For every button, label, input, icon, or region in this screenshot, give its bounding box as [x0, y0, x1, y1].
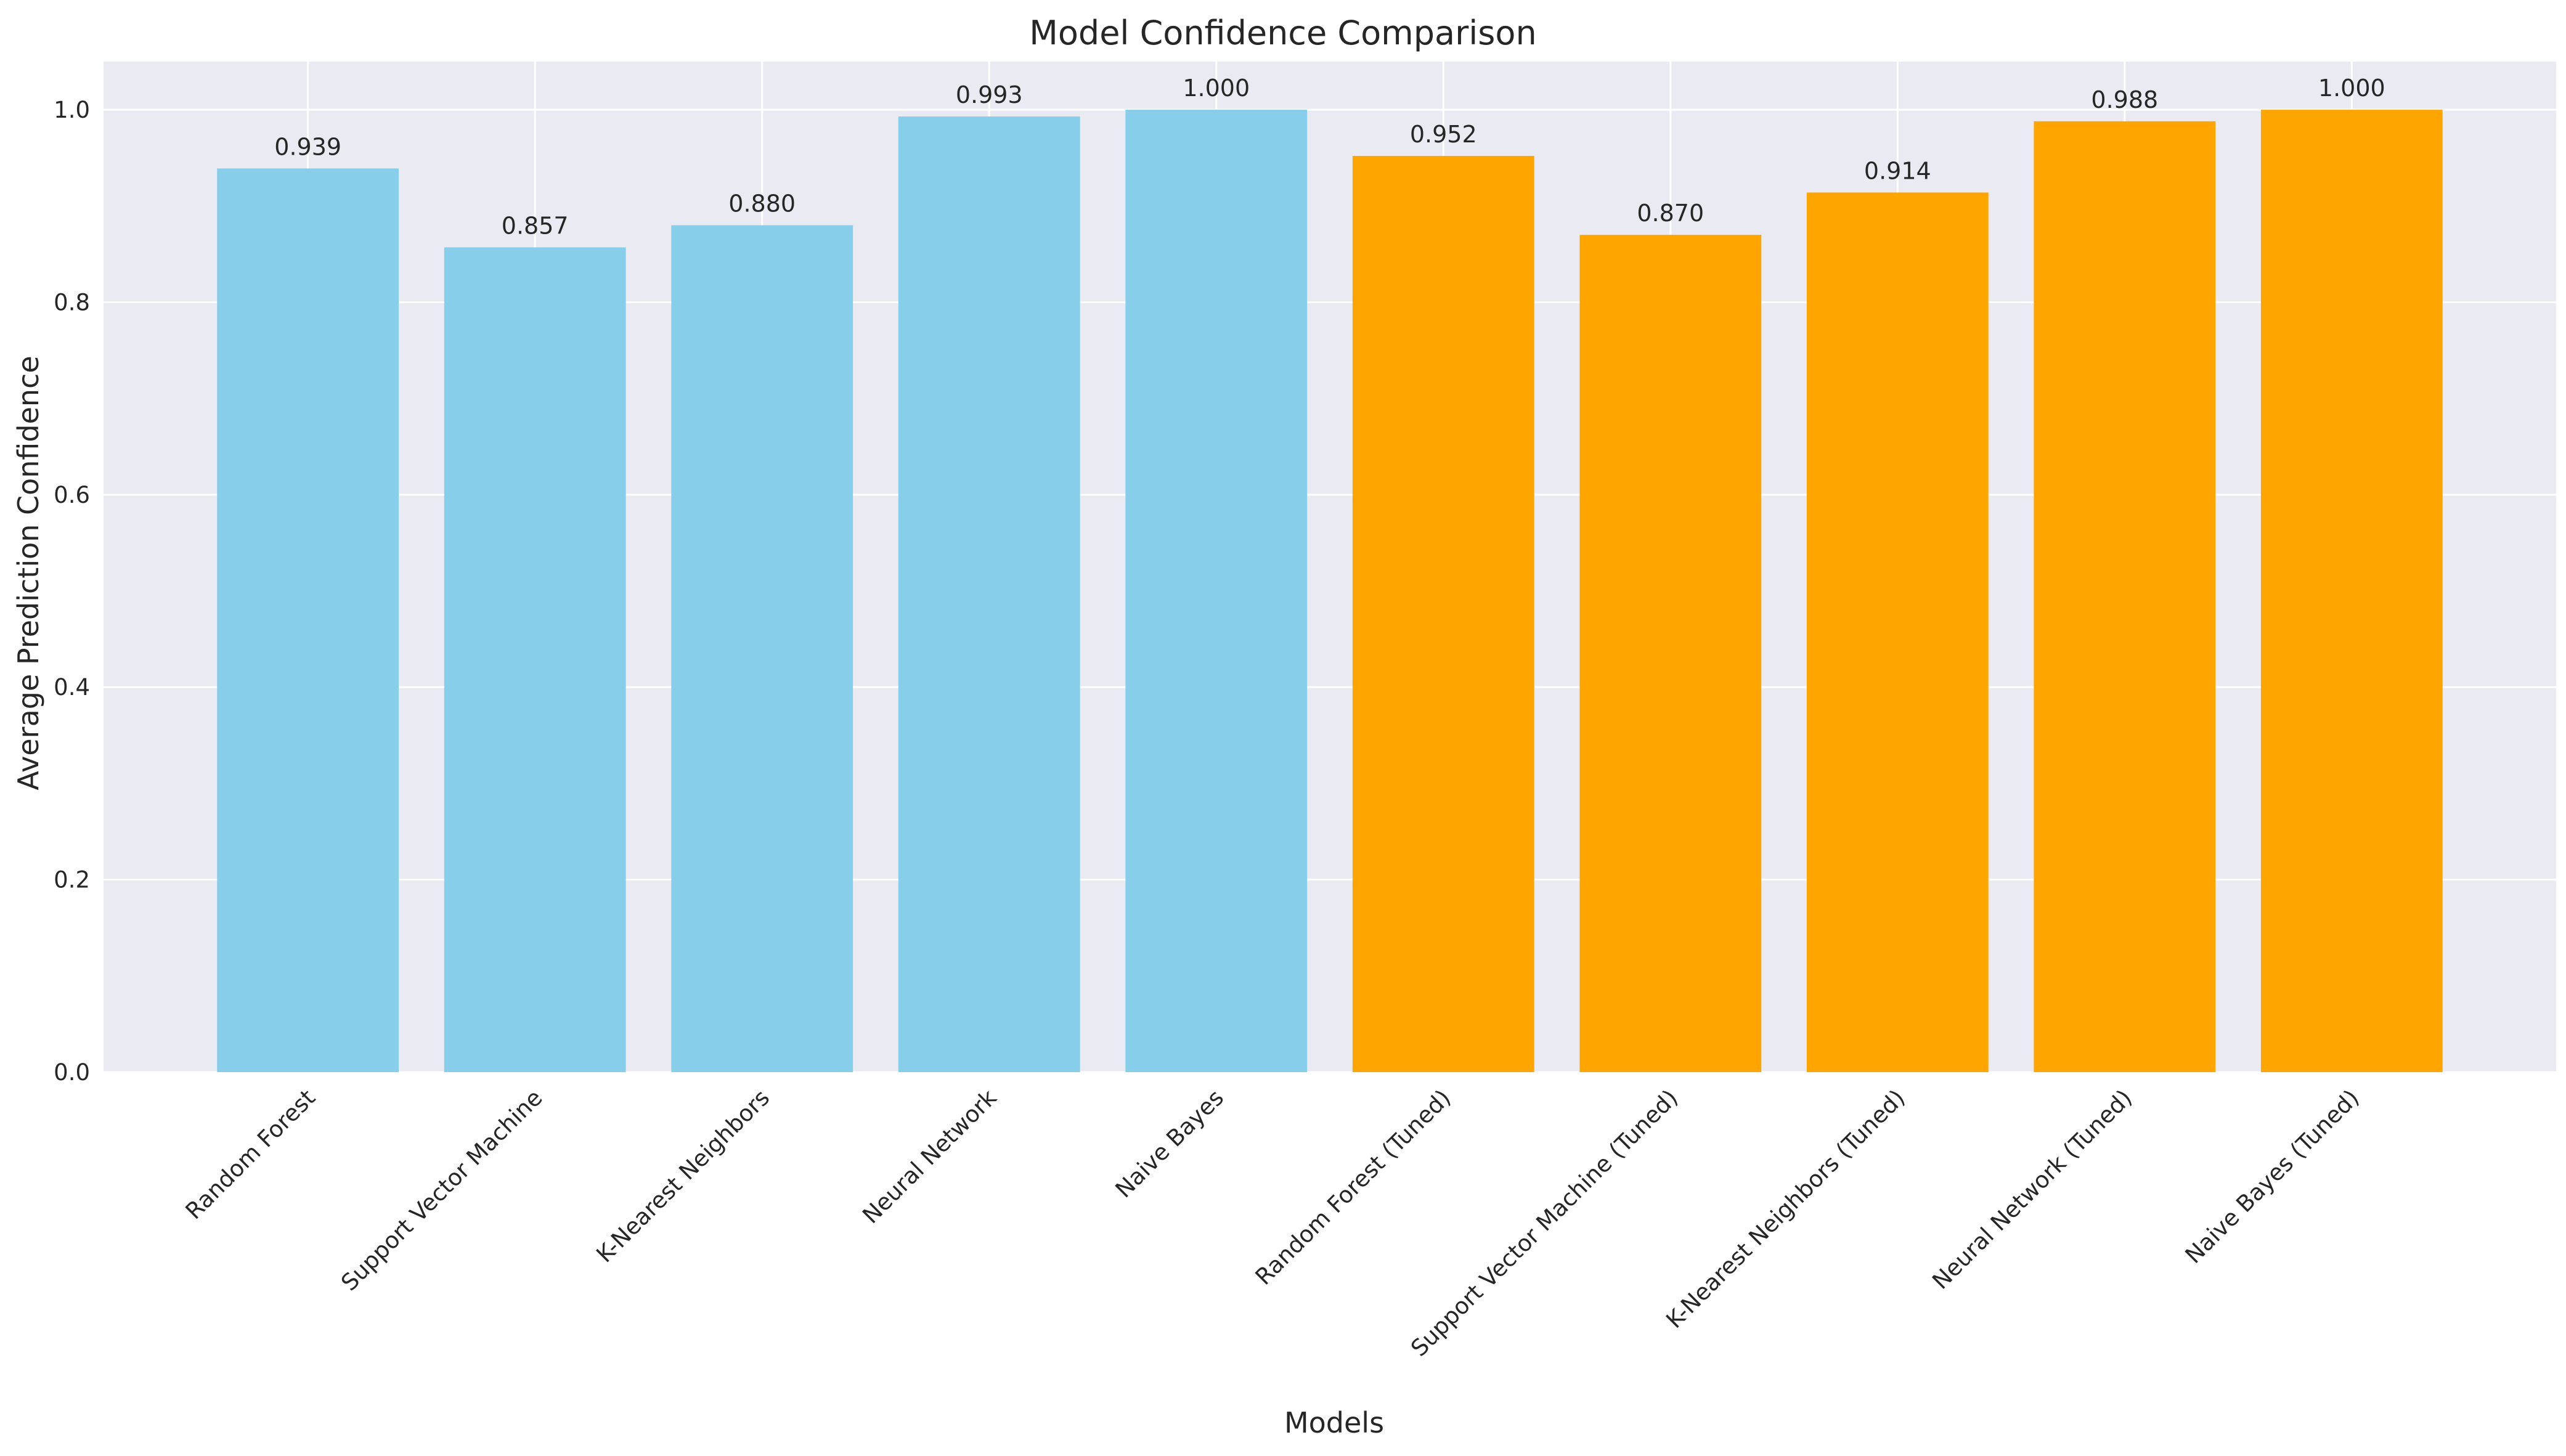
- x-axis-ticks: Random Forest Support Vector Machine K-Nea…: [181, 1084, 2364, 1362]
- bar: [444, 247, 626, 1072]
- value-labels: 0.939 0.857 0.880 0.993 1.000 0.952 0.870 0.914…: [274, 75, 2385, 239]
- bar-value-label: 0.857: [502, 212, 569, 239]
- bar: [2034, 121, 2216, 1072]
- x-tick-label: Support Vector Machine: [336, 1084, 547, 1296]
- bar-value-label: 0.870: [1637, 200, 1704, 227]
- x-tick-label: Random Forest (Tuned): [1250, 1084, 1456, 1290]
- y-tick-label: 0.2: [54, 867, 90, 893]
- bar: [898, 116, 1080, 1072]
- bar-value-label: 1.000: [1183, 75, 1250, 102]
- bar: [217, 168, 399, 1072]
- bar-value-label: 0.952: [1410, 121, 1477, 148]
- x-tick-label: K-Nearest Neighbors (Tuned): [1661, 1084, 1910, 1333]
- x-tick-label: K-Nearest Neighbors: [591, 1084, 775, 1268]
- y-tick-label: 1.0: [54, 97, 90, 123]
- bars: [217, 110, 2443, 1073]
- x-tick-label: Neural Network: [857, 1084, 1002, 1229]
- y-tick-label: 0.0: [54, 1059, 90, 1086]
- y-tick-label: 0.8: [54, 289, 90, 315]
- y-axis-label: Average Prediction Confidence: [12, 356, 45, 790]
- x-axis-label: Models: [1284, 1406, 1384, 1439]
- x-tick-label: Neural Network (Tuned): [1927, 1084, 2137, 1295]
- bar-value-label: 0.880: [728, 190, 796, 218]
- x-tick-label: Naive Bayes (Tuned): [2180, 1084, 2364, 1269]
- chart-title: Model Confidence Comparison: [1029, 14, 1536, 52]
- bar: [671, 225, 853, 1072]
- y-axis-ticks: 0.0 0.2 0.4 0.6 0.8 1.0: [54, 97, 90, 1086]
- y-tick-label: 0.6: [54, 482, 90, 508]
- bar: [1806, 192, 1989, 1072]
- x-tick-label: Support Vector Machine (Tuned): [1406, 1084, 1683, 1362]
- x-tick-label: Random Forest: [181, 1084, 320, 1224]
- bar-value-label: 0.939: [274, 133, 341, 160]
- bar: [1125, 110, 1308, 1073]
- bar-value-label: 0.993: [956, 81, 1023, 108]
- bar: [1352, 156, 1534, 1073]
- bar-value-label: 1.000: [2318, 75, 2385, 102]
- bar-value-label: 0.988: [2091, 86, 2158, 113]
- bar-value-label: 0.914: [1864, 157, 1931, 184]
- bar: [1579, 235, 1762, 1073]
- x-tick-label: Naive Bayes: [1110, 1084, 1229, 1203]
- bar: [2260, 110, 2443, 1073]
- y-tick-label: 0.4: [54, 674, 90, 701]
